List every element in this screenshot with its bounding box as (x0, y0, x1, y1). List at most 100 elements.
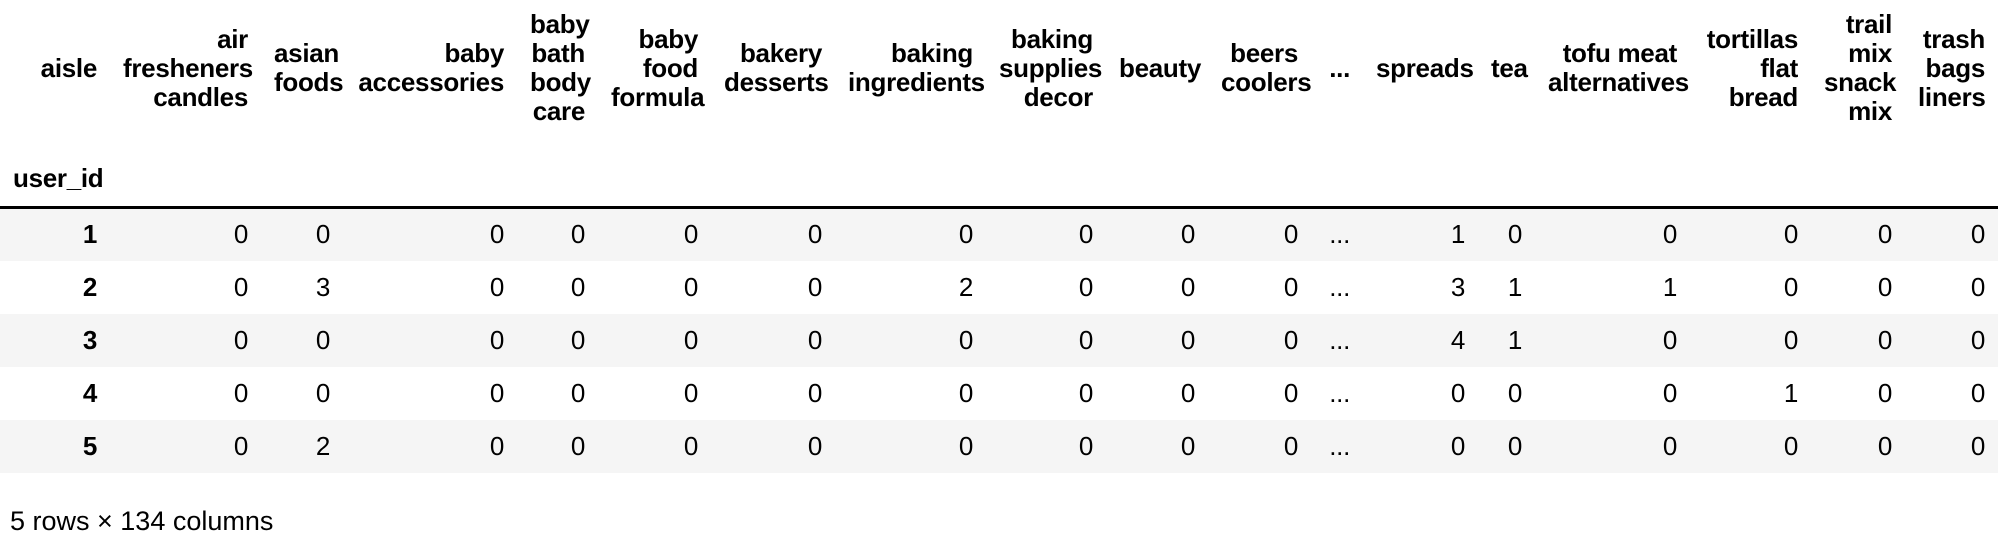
empty-header-cell (1208, 136, 1311, 209)
data-cell: 0 (683, 271, 698, 302)
table-row: 5 0 2 0 0 0 0 0 0 0 0... 0 0 0 0 0 0 (0, 419, 1998, 473)
data-cell: 0 (1283, 324, 1298, 355)
column-header: tea (1491, 52, 1528, 83)
ellipsis-cell: ... (1329, 430, 1350, 461)
empty-header-cell (1905, 136, 1998, 209)
data-cell: 0 (1180, 430, 1195, 461)
data-cell: 0 (489, 271, 504, 302)
column-header: baby bath body care (530, 9, 591, 126)
data-cell: 0 (1783, 430, 1798, 461)
data-cell: 0 (1877, 271, 1892, 302)
ellipsis-column-header: ... (1329, 52, 1350, 83)
data-cell: 0 (233, 219, 248, 250)
data-cell: 0 (1783, 219, 1798, 250)
data-cell: 0 (315, 377, 330, 408)
data-cell: 0 (233, 430, 248, 461)
data-cell: 0 (807, 377, 822, 408)
data-cell: 2 (315, 430, 330, 461)
column-header: beauty (1119, 52, 1202, 83)
columns-name-header: aisle (40, 52, 98, 83)
column-header: asian foods (274, 38, 344, 97)
table-row: 1 0 0 0 0 0 0 0 0 0 0... 1 0 0 0 0 0 (0, 207, 1998, 261)
data-cell: 0 (1283, 430, 1298, 461)
table-row: 4 0 0 0 0 0 0 0 0 0 0... 0 0 0 1 0 0 (0, 366, 1998, 420)
row-index-cell: 4 (82, 377, 97, 408)
data-cell: 0 (1877, 219, 1892, 250)
data-cell: 0 (1877, 324, 1892, 355)
data-cell: 0 (1180, 324, 1195, 355)
data-cell: 0 (1507, 377, 1522, 408)
ellipsis-cell: ... (1329, 324, 1350, 355)
column-header: trail mix snack mix (1824, 9, 1897, 126)
dataframe-table: aisle air fresheners candles asian foods b… (0, 9, 1998, 473)
data-cell: 0 (807, 324, 822, 355)
data-cell: 0 (683, 324, 698, 355)
data-cell: 0 (1662, 324, 1677, 355)
empty-header-cell (110, 136, 261, 209)
data-cell: 0 (233, 324, 248, 355)
data-cell: 0 (1180, 271, 1195, 302)
ellipsis-cell: ... (1329, 271, 1350, 302)
column-header: tortillas flat bread (1706, 23, 1799, 112)
data-cell: 0 (807, 430, 822, 461)
column-header: baking supplies decor (999, 23, 1103, 112)
empty-header-cell (1106, 136, 1208, 209)
data-cell: 0 (1078, 219, 1093, 250)
column-header: baby food formula (611, 23, 705, 112)
column-header: tofu meat alternatives (1548, 38, 1689, 97)
data-cell: 0 (1450, 430, 1465, 461)
data-cell: 0 (1662, 430, 1677, 461)
data-cell: 2 (958, 271, 973, 302)
index-name-row: user_id (0, 136, 1998, 209)
column-header: beers coolers (1221, 38, 1312, 97)
empty-header-cell (835, 136, 986, 209)
data-cell: 1 (1507, 271, 1522, 302)
data-cell: 0 (570, 271, 585, 302)
data-cell: 0 (1662, 219, 1677, 250)
data-cell: 0 (1180, 377, 1195, 408)
data-cell: 0 (807, 271, 822, 302)
table-row: 3 0 0 0 0 0 0 0 0 0 0... 4 1 0 0 0 0 (0, 313, 1998, 367)
data-cell: 0 (489, 219, 504, 250)
dataframe-output: aisle air fresheners candles asian foods b… (0, 9, 1998, 536)
data-cell: 0 (683, 430, 698, 461)
empty-header-cell (598, 136, 711, 209)
data-cell: 0 (1078, 430, 1093, 461)
ellipsis-cell: ... (1329, 219, 1350, 250)
data-cell: 0 (683, 377, 698, 408)
data-cell: 0 (807, 219, 822, 250)
row-index-cell: 3 (82, 324, 97, 355)
empty-header-cell (261, 136, 343, 209)
data-cell: 0 (1783, 324, 1798, 355)
data-cell: 4 (1450, 324, 1465, 355)
data-cell: 0 (489, 377, 504, 408)
data-cell: 0 (1507, 430, 1522, 461)
data-cell: 0 (570, 377, 585, 408)
empty-header-cell (711, 136, 835, 209)
empty-header-cell (343, 136, 517, 209)
data-cell: 1 (1450, 219, 1465, 250)
column-header: air fresheners candles (123, 23, 253, 112)
empty-header-cell (517, 136, 598, 209)
data-cell: 0 (1283, 377, 1298, 408)
data-cell: 0 (1970, 219, 1985, 250)
data-cell: 3 (1450, 271, 1465, 302)
data-cell: 3 (315, 271, 330, 302)
empty-header-cell (1811, 136, 1905, 209)
data-cell: 0 (315, 219, 330, 250)
data-cell: 0 (570, 430, 585, 461)
column-header: baby accessories (358, 38, 504, 97)
data-cell: 0 (233, 377, 248, 408)
data-cell: 0 (233, 271, 248, 302)
index-name-header: user_id (0, 136, 110, 209)
row-index-cell: 5 (82, 430, 97, 461)
data-cell: 0 (1970, 430, 1985, 461)
data-cell: 0 (1970, 271, 1985, 302)
data-cell: 0 (1970, 377, 1985, 408)
data-cell: 0 (1283, 219, 1298, 250)
data-cell: 0 (958, 219, 973, 250)
data-cell: 0 (570, 219, 585, 250)
data-cell: 0 (1662, 377, 1677, 408)
data-cell: 1 (1662, 271, 1677, 302)
data-cell: 0 (1877, 430, 1892, 461)
